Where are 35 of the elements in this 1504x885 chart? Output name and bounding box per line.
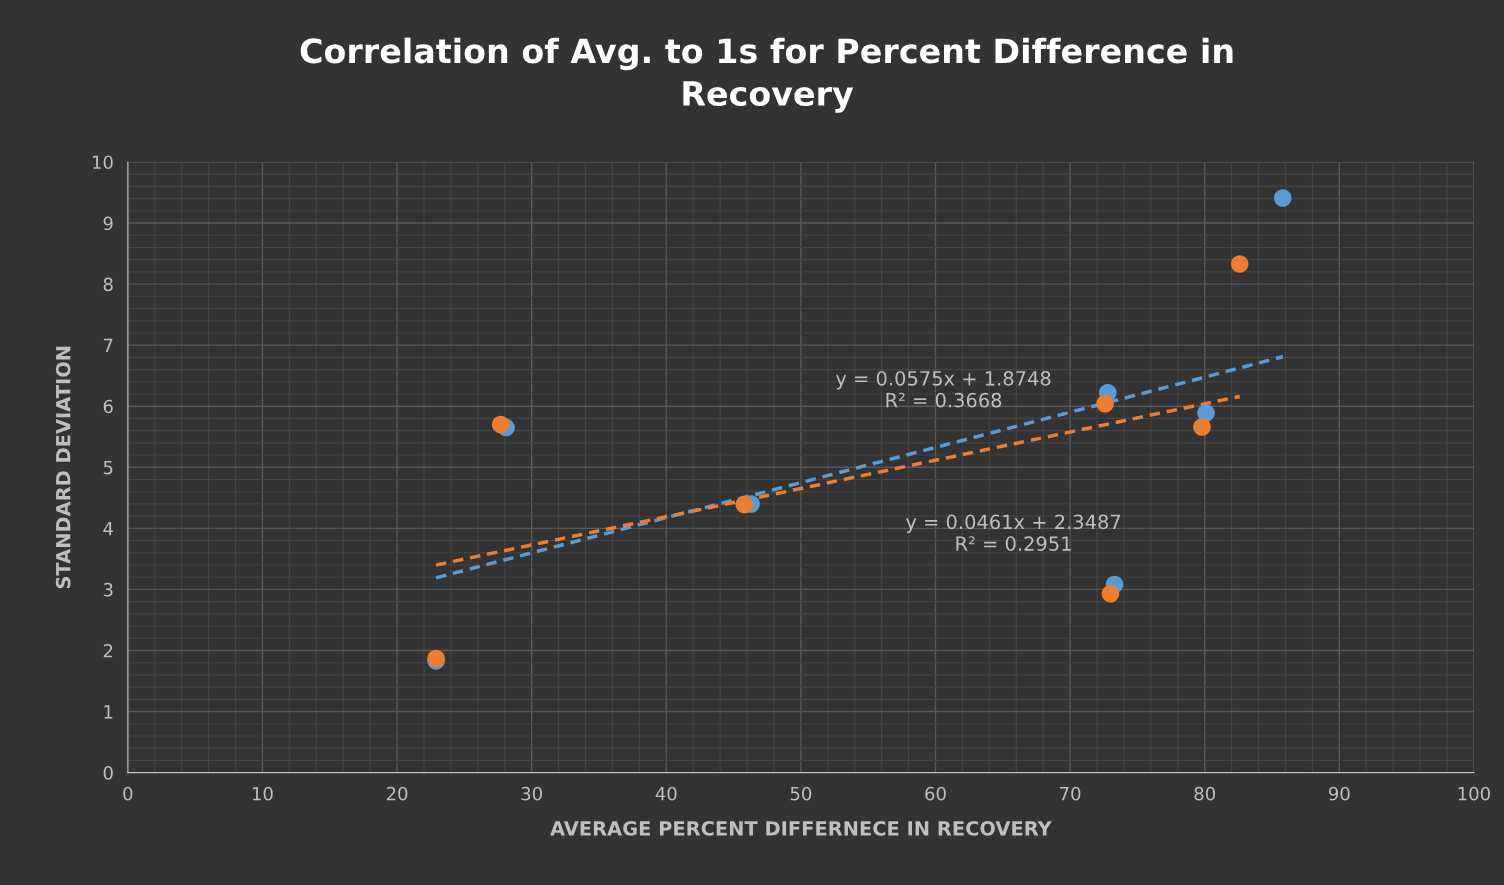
y-tick-label: 4 — [103, 522, 113, 536]
point — [735, 495, 754, 514]
point — [1273, 189, 1292, 207]
y-tick-label: 0 — [103, 766, 113, 780]
point — [1096, 394, 1114, 413]
x-tick-label: 10 — [252, 786, 273, 801]
y-tick-label: 6 — [103, 399, 113, 414]
annotation: y = 0.0461x + 2.3487 R² = 0.2951 — [905, 514, 1121, 551]
annotation: y = 0.0575x + 1.8748 R² = 0.3668 — [835, 371, 1051, 408]
x-tick-label: 70 — [1060, 786, 1081, 801]
x-tick-label: 60 — [925, 786, 946, 801]
y-tick-label: 1 — [104, 705, 113, 719]
point — [491, 415, 510, 434]
point — [1230, 255, 1249, 273]
y-axis-title: STANDARD DEVIATION — [55, 346, 71, 589]
y-tick-label: 10 — [92, 155, 113, 170]
y-tick-label: 7 — [103, 338, 113, 353]
chart-title: Correlation of Avg. to 1s for Percent Difference in Recovery — [300, 37, 1233, 113]
x-axis-title: AVERAGE PERCENT DIFFERNECE IN RECOVERY — [550, 820, 1052, 836]
y-tick-label: 2 — [103, 643, 113, 658]
y-tick-label: 8 — [103, 277, 113, 292]
point — [1197, 404, 1215, 422]
x-tick-label: 0 — [123, 786, 133, 801]
point — [1101, 584, 1120, 603]
y-tick-label: 5 — [103, 460, 113, 475]
x-tick-label: 30 — [521, 786, 542, 801]
x-tick-label: 50 — [790, 786, 812, 801]
y-tick-label: 9 — [103, 216, 113, 231]
x-tick-label: 100 — [1458, 786, 1490, 801]
x-tick-label: 20 — [386, 786, 408, 801]
x-tick-label: 90 — [1328, 786, 1350, 801]
x-tick-label: 40 — [655, 786, 677, 801]
point — [1193, 418, 1211, 436]
x-tick-label: 80 — [1194, 786, 1215, 801]
y-tick-label: 3 — [103, 582, 113, 597]
